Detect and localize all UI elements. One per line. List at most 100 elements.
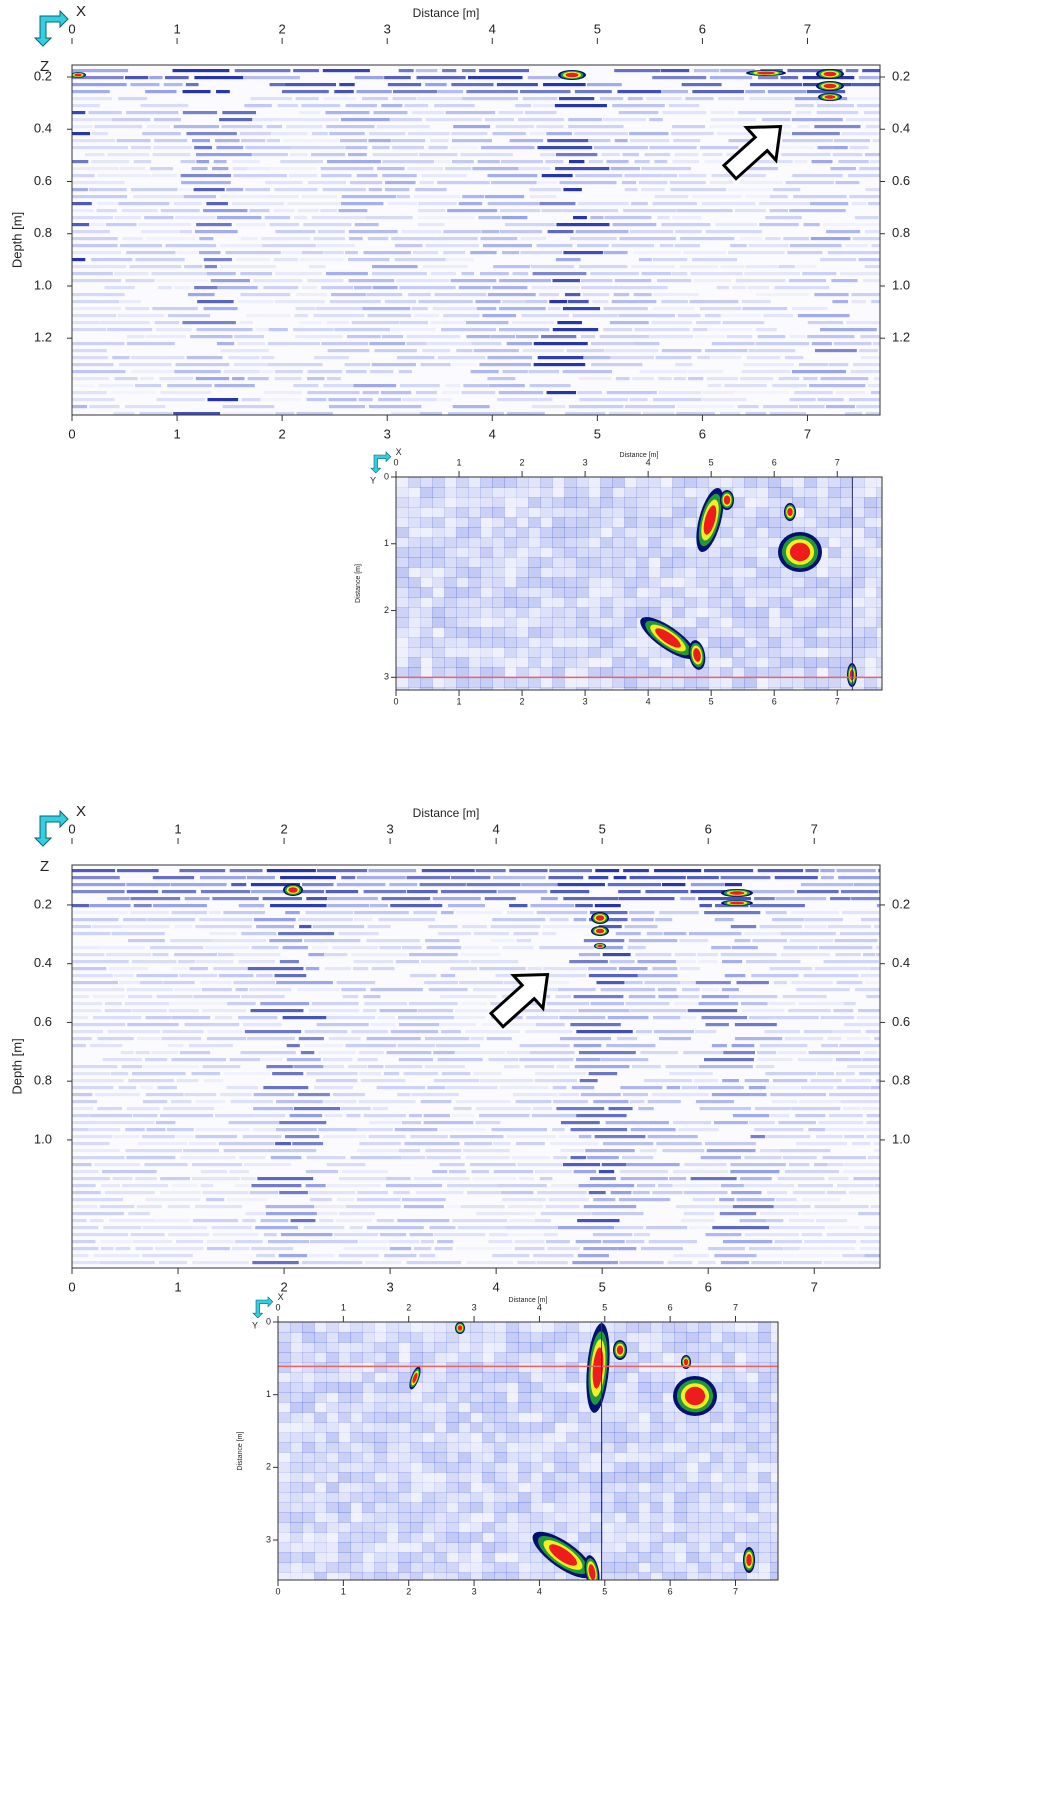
echo xyxy=(790,244,842,247)
amplitude-cell xyxy=(734,1462,747,1473)
echo xyxy=(799,1002,843,1005)
amplitude-cell xyxy=(350,1332,363,1343)
amplitude-cell xyxy=(506,1462,519,1473)
echo xyxy=(184,1093,216,1096)
echo xyxy=(207,398,238,401)
amplitude-cell xyxy=(540,547,553,558)
amplitude-cell xyxy=(278,1522,291,1533)
amplitude-cell xyxy=(566,1452,579,1463)
echo xyxy=(557,883,605,886)
amplitude-cell xyxy=(650,1522,663,1533)
echo xyxy=(437,398,452,401)
echo xyxy=(714,1254,756,1257)
echo xyxy=(406,1184,442,1187)
amplitude-cell xyxy=(446,1332,459,1343)
amplitude-cell xyxy=(564,527,577,538)
amplitude-cell xyxy=(540,657,553,668)
amplitude-cell xyxy=(494,1482,507,1493)
amplitude-cell xyxy=(624,497,637,508)
echo xyxy=(92,132,108,135)
echo xyxy=(493,132,526,135)
amplitude-cell xyxy=(374,1512,387,1523)
amplitude-cell xyxy=(708,667,721,678)
echo xyxy=(725,883,742,886)
amplitude-cell xyxy=(638,1512,651,1523)
echo xyxy=(164,83,183,86)
amplitude-cell xyxy=(720,527,733,538)
echo xyxy=(771,1114,790,1117)
echo xyxy=(466,1156,510,1159)
echo xyxy=(170,939,212,942)
echo xyxy=(280,876,336,879)
echo xyxy=(134,904,152,907)
echo xyxy=(799,405,825,408)
echo xyxy=(614,293,629,296)
amplitude-cell xyxy=(614,1512,627,1523)
echo xyxy=(299,1037,324,1040)
amplitude-cell xyxy=(602,1502,615,1513)
echo xyxy=(72,132,90,135)
amplitude-cell xyxy=(758,1342,771,1353)
amplitude-cell xyxy=(494,1512,507,1523)
echo xyxy=(306,1184,326,1187)
amplitude-cell xyxy=(542,1362,555,1373)
amplitude-cell xyxy=(398,1432,411,1443)
echo xyxy=(466,321,508,324)
amplitude-cell xyxy=(326,1462,339,1473)
echo xyxy=(678,995,699,998)
amplitude-cell xyxy=(734,1412,747,1423)
amplitude-cell xyxy=(422,1452,435,1463)
echo xyxy=(619,897,675,900)
echo xyxy=(684,1191,728,1194)
amplitude-cell xyxy=(578,1532,591,1543)
amplitude-cell xyxy=(566,1502,579,1513)
amplitude-cell xyxy=(362,1472,375,1483)
echo xyxy=(875,1184,893,1187)
echo xyxy=(634,293,652,296)
amplitude-cell xyxy=(398,1402,411,1413)
echo xyxy=(530,132,545,135)
echo xyxy=(591,342,633,345)
amplitude-cell xyxy=(480,627,493,638)
amplitude-cell xyxy=(494,1342,507,1353)
amplitude-cell xyxy=(386,1512,399,1523)
echo xyxy=(765,1072,816,1075)
echo xyxy=(174,202,202,205)
amplitude-cell xyxy=(804,577,817,588)
amplitude-cell xyxy=(578,1522,591,1533)
echo xyxy=(228,356,259,359)
echo xyxy=(556,223,609,226)
echo xyxy=(473,1072,501,1075)
amplitude-cell xyxy=(552,597,565,608)
echo xyxy=(261,398,301,401)
echo xyxy=(691,272,743,275)
amplitude-cell xyxy=(326,1492,339,1503)
amplitude-cell xyxy=(768,597,781,608)
echo xyxy=(661,300,688,303)
echo xyxy=(316,1079,357,1082)
x-tick-label: 0 xyxy=(393,457,398,467)
echo xyxy=(368,139,390,142)
amplitude-cell xyxy=(614,1432,627,1443)
amplitude-cell xyxy=(722,1382,735,1393)
x-tick-label: 1 xyxy=(174,821,181,836)
echo xyxy=(575,174,622,177)
amplitude-cell xyxy=(482,1472,495,1483)
echo xyxy=(337,1198,354,1201)
amplitude-cell xyxy=(506,1352,519,1363)
echo xyxy=(679,939,708,942)
amplitude-cell xyxy=(552,607,565,618)
amplitude-cell xyxy=(516,647,529,658)
echo xyxy=(728,251,784,254)
echo xyxy=(696,1100,734,1103)
echo xyxy=(618,314,674,317)
echo xyxy=(256,925,294,928)
echo xyxy=(174,125,219,128)
echo xyxy=(654,160,667,163)
echo xyxy=(215,139,240,142)
echo xyxy=(282,90,329,93)
echo xyxy=(122,209,158,212)
echo xyxy=(623,153,639,156)
echo xyxy=(132,1072,186,1075)
echo xyxy=(372,363,416,366)
